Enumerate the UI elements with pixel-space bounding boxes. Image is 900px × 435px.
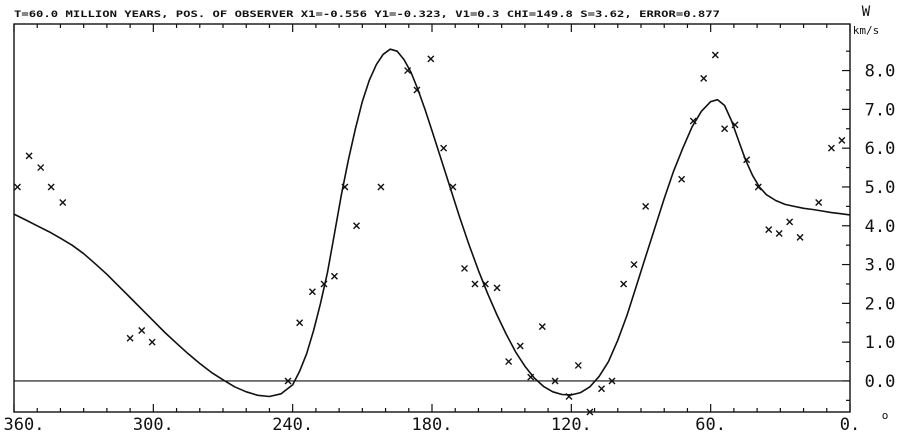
data-point bbox=[796, 233, 804, 241]
data-point bbox=[148, 338, 156, 346]
data-point bbox=[471, 280, 479, 288]
data-point bbox=[765, 226, 773, 234]
x-tick-label: 0. bbox=[840, 415, 860, 435]
data-point bbox=[47, 183, 55, 191]
data-point bbox=[551, 377, 559, 385]
data-point bbox=[608, 377, 616, 385]
data-point bbox=[630, 261, 638, 269]
data-point bbox=[815, 198, 823, 206]
data-point bbox=[598, 385, 606, 393]
data-point bbox=[440, 144, 448, 152]
plot-frame bbox=[13, 23, 851, 413]
data-point bbox=[296, 319, 304, 327]
axis-ticks bbox=[13, 24, 851, 412]
data-point bbox=[838, 136, 846, 144]
data-point bbox=[284, 377, 292, 385]
data-point bbox=[786, 218, 794, 226]
data-point bbox=[493, 284, 501, 292]
y-tick-label: 5.0 bbox=[865, 178, 896, 198]
x-axis-unit: o bbox=[882, 409, 889, 422]
tick-labels: 360. 300. 240. 180. 120. 60. 0. 0.0 1.0 2.0 3.0 4.0… bbox=[4, 62, 896, 435]
data-point bbox=[586, 408, 594, 416]
y-tick-label: 2.0 bbox=[865, 294, 896, 314]
data-point bbox=[138, 327, 146, 335]
y-axis-label: W bbox=[862, 4, 871, 20]
data-point bbox=[59, 198, 67, 206]
data-point bbox=[126, 334, 134, 342]
y-tick-label: 8.0 bbox=[865, 62, 896, 82]
data-point bbox=[775, 230, 783, 238]
data-point bbox=[353, 222, 361, 230]
data-point bbox=[574, 361, 582, 369]
data-point bbox=[642, 202, 650, 210]
data-point bbox=[25, 152, 33, 160]
data-point bbox=[330, 272, 338, 280]
data-point bbox=[700, 74, 708, 82]
y-tick-label: 0.0 bbox=[865, 372, 896, 392]
data-point bbox=[678, 175, 686, 183]
data-point bbox=[427, 55, 435, 63]
y-tick-label: 7.0 bbox=[865, 100, 896, 120]
x-tick-label: 60. bbox=[695, 415, 726, 435]
x-tick-label: 180. bbox=[412, 415, 453, 435]
data-point bbox=[721, 125, 729, 133]
data-point bbox=[308, 288, 316, 296]
y-tick-label: 4.0 bbox=[865, 217, 896, 237]
x-tick-label: 240. bbox=[272, 415, 313, 435]
data-point bbox=[37, 164, 45, 172]
data-point bbox=[505, 358, 513, 366]
x-tick-label: 300. bbox=[133, 415, 174, 435]
data-point bbox=[461, 264, 469, 272]
model-curve bbox=[13, 48, 851, 398]
data-point bbox=[711, 51, 719, 59]
y-tick-label: 6.0 bbox=[865, 139, 896, 159]
x-tick-label: 120. bbox=[551, 415, 592, 435]
data-point bbox=[620, 280, 628, 288]
data-point bbox=[13, 183, 21, 191]
y-tick-label: 3.0 bbox=[865, 256, 896, 276]
x-tick-label: 360. bbox=[4, 415, 45, 435]
data-point bbox=[538, 323, 546, 331]
chart-header: T=60.0 MILLION YEARS, POS. OF OBSERVER X… bbox=[14, 10, 720, 20]
y-tick-label: 1.0 bbox=[865, 333, 896, 353]
data-point bbox=[827, 144, 835, 152]
y-axis-unit: km/s bbox=[853, 24, 880, 37]
data-point bbox=[516, 342, 524, 350]
data-marks bbox=[13, 48, 851, 416]
data-point bbox=[377, 183, 385, 191]
